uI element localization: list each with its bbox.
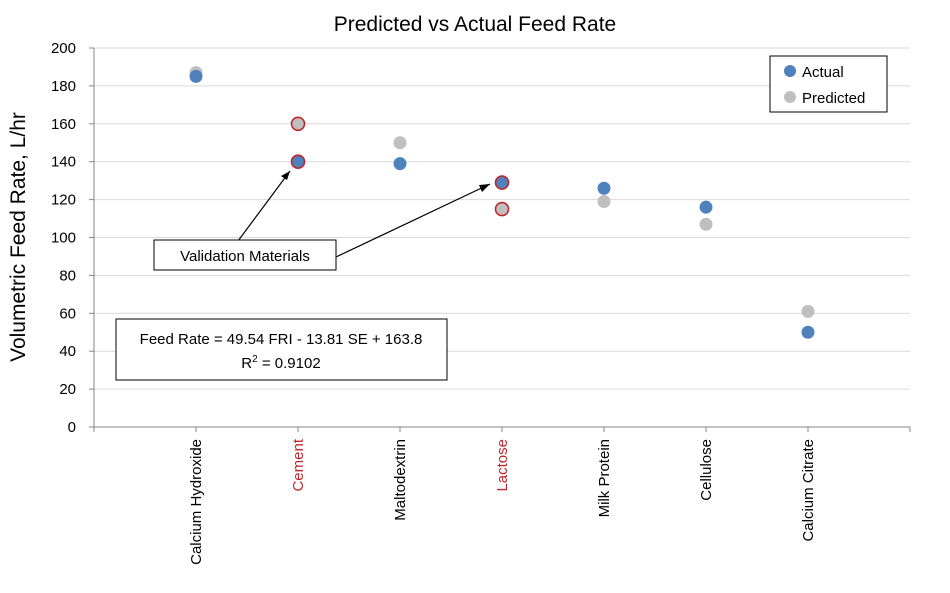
x-tick-label: Cement	[290, 438, 307, 491]
y-axis-label: Volumetric Feed Rate, L/hr	[7, 112, 30, 362]
point-actual	[597, 181, 611, 195]
y-tick-label: 180	[51, 78, 76, 95]
y-tick-label: 40	[59, 343, 76, 360]
r-squared-prefix: R	[241, 355, 252, 372]
y-tick-labels: 0 20 40 60 80 100 120 140 160 180 200	[51, 40, 76, 436]
point-predicted	[290, 116, 306, 132]
r-squared-text: R2 = 0.9102	[241, 354, 320, 372]
y-tick-label: 160	[51, 116, 76, 133]
y-tick-label: 60	[59, 305, 76, 322]
point-predicted	[393, 136, 407, 150]
y-tick-label: 20	[59, 381, 76, 398]
x-tick-labels: Calcium Hydroxide Cement Maltodextrin Lacto…	[188, 438, 817, 565]
legend-label-predicted: Predicted	[802, 90, 865, 107]
chart-title: Predicted vs Actual Feed Rate	[334, 13, 617, 36]
y-tick-label: 80	[59, 267, 76, 284]
validation-label: Validation Materials	[180, 248, 310, 265]
y-tick-label: 0	[68, 419, 76, 436]
axes	[89, 47, 911, 432]
point-predicted	[801, 304, 815, 318]
point-actual	[494, 175, 510, 190]
point-actual	[290, 154, 306, 169]
equation-text: Feed Rate = 49.54 FRI - 13.81 SE + 163.8	[140, 331, 423, 348]
validation-annotation: Validation Materials	[153, 239, 337, 271]
legend: Actual Predicted	[769, 55, 888, 113]
y-tick-label: 100	[51, 230, 76, 247]
point-predicted	[597, 194, 611, 208]
y-tick-label: 140	[51, 154, 76, 171]
annotation-arrows	[237, 170, 491, 258]
point-predicted	[494, 201, 510, 217]
arrow-head-cement	[281, 171, 290, 180]
x-tick-label: Lactose	[494, 439, 511, 492]
point-actual	[801, 325, 815, 339]
x-tick-label: Maltodextrin	[392, 439, 409, 521]
arrow-head-lactose	[479, 184, 490, 192]
arrow-to-lactose	[335, 183, 491, 258]
x-tick-label: Milk Protein	[596, 439, 613, 517]
x-tick-label: Calcium Citrate	[800, 439, 817, 542]
x-tick-label: Calcium Hydroxide	[188, 439, 205, 565]
legend-label-actual: Actual	[802, 64, 844, 81]
y-tick-label: 200	[51, 40, 76, 57]
y-tick-label: 120	[51, 192, 76, 209]
r-squared-value: = 0.9102	[258, 355, 321, 372]
data-points	[189, 66, 815, 339]
x-tick-label: Cellulose	[698, 439, 715, 501]
point-predicted	[699, 217, 713, 231]
legend-marker-predicted	[784, 91, 796, 103]
arrow-to-cement	[237, 170, 291, 242]
point-actual	[393, 157, 407, 171]
validation-label-box	[153, 239, 337, 271]
legend-marker-actual	[784, 65, 796, 77]
r-squared-superscript: 2	[252, 354, 258, 365]
equation-box	[115, 318, 448, 381]
point-actual	[189, 69, 203, 83]
equation-annotation: Feed Rate = 49.54 FRI - 13.81 SE + 163.8…	[115, 318, 448, 381]
point-actual	[699, 200, 713, 214]
